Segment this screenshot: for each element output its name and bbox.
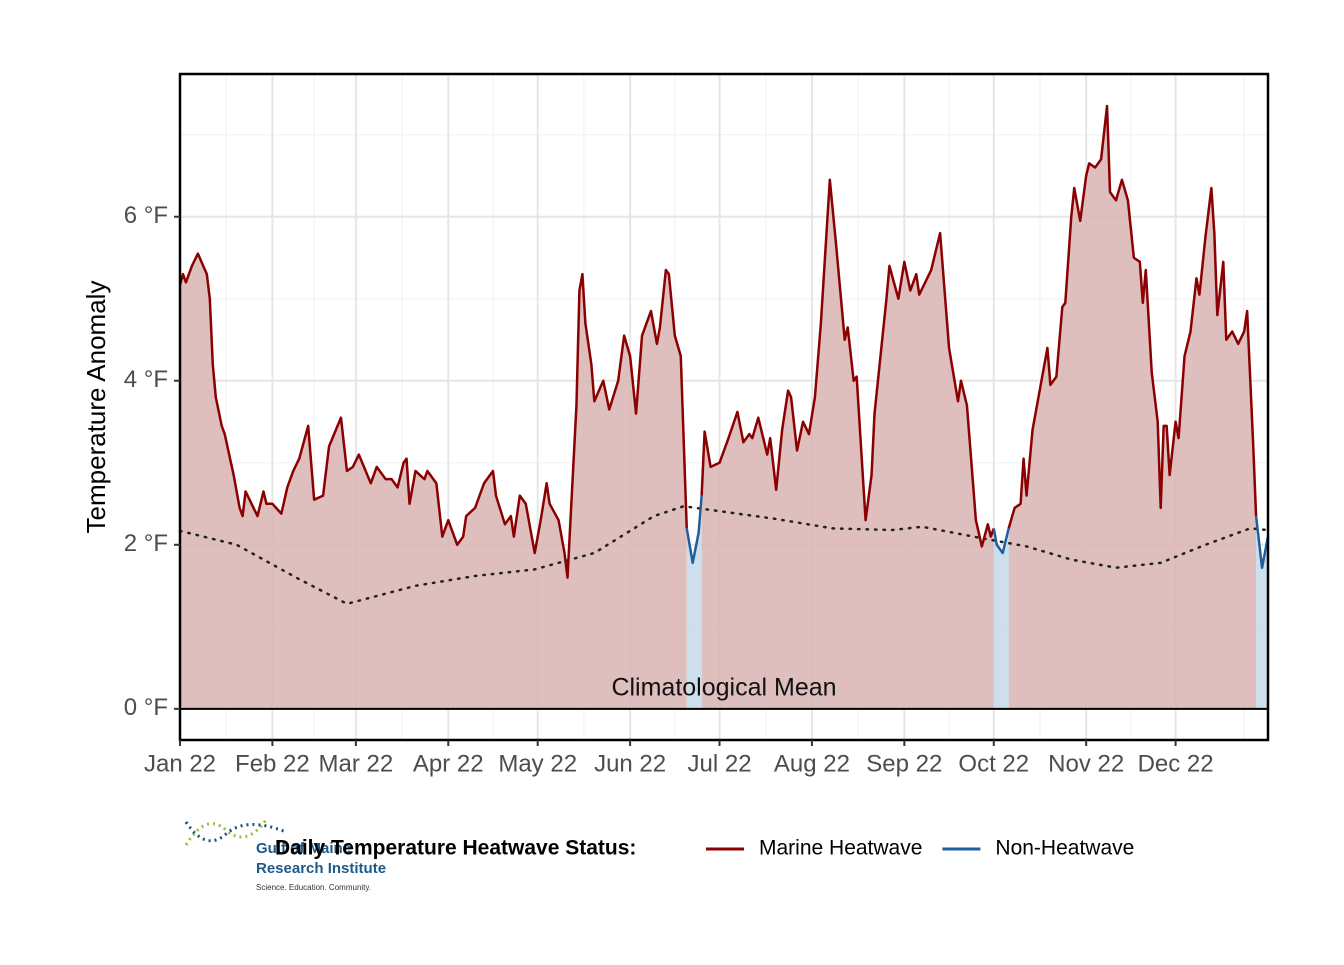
x-tick-label: Jul 22 [688, 750, 752, 777]
x-tick-label: May 22 [498, 750, 577, 777]
x-tick-label: Jun 22 [594, 750, 666, 777]
x-tick-label: Nov 22 [1048, 750, 1124, 777]
x-tick-label: Aug 22 [774, 750, 850, 777]
x-tick-label: Mar 22 [319, 750, 394, 777]
x-tick-label: Apr 22 [413, 750, 484, 777]
panel-border [178, 72, 1270, 742]
logo: Gulf of Maine Research Institute Science… [184, 819, 386, 892]
y-tick-label: 0 °F [124, 694, 168, 721]
area [180, 105, 1257, 709]
annotation: Climatological Mean [611, 673, 836, 701]
x-tick-label: Sep 22 [866, 750, 942, 777]
legend: Daily Temperature Heatwave Status: Marin… [275, 837, 1134, 860]
x-tick-label: Jan 22 [144, 750, 216, 777]
logo-name: Research Institute [256, 860, 386, 877]
x-tick-label: Dec 22 [1138, 750, 1214, 777]
x-tick-label: Feb 22 [235, 750, 310, 777]
line [178, 104, 1258, 579]
y-tick-label: 6 °F [124, 202, 168, 229]
y-axis-title: Temperature Anomaly [81, 281, 111, 534]
legend-label: Non-Heatwave [995, 837, 1134, 860]
legend-label: Marine Heatwave [759, 837, 922, 860]
climatology-line [178, 504, 1270, 606]
y-tick-label: 4 °F [124, 366, 168, 393]
logo-wave [184, 821, 287, 843]
line [685, 495, 1270, 570]
plot-area: Climatological Mean 0 °F 2 °F 4 °F 6 °F Jan 2… [124, 72, 1270, 777]
y-tick-label: 2 °F [124, 530, 168, 557]
x-tick-label: Oct 22 [958, 750, 1029, 777]
legend-title: Daily Temperature Heatwave Status: [275, 837, 636, 860]
logo-tagline: Science. Education. Community. [256, 883, 371, 892]
logo-wave [184, 819, 268, 846]
logo-name: Gulf of Maine [256, 840, 351, 857]
